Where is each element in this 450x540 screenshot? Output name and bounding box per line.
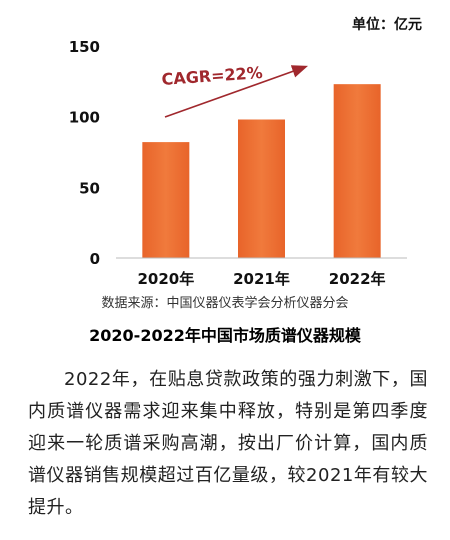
x-tick-label: 2022年 bbox=[329, 270, 386, 288]
chart-area: 单位：亿元 0 50 100 150 2020年 2021年 2022年 CAGR=22% bbox=[69, 17, 422, 288]
y-tick-label: 50 bbox=[79, 179, 100, 197]
cagr-annotation: CAGR=22% bbox=[161, 63, 263, 89]
bar-chart: 0 50 100 150 2020年 2021年 2022年 CAGR=22% bbox=[69, 38, 407, 288]
chart-caption: 2020-2022年中国市场质谱仪器规模 bbox=[89, 326, 361, 345]
bar bbox=[333, 84, 381, 258]
y-tick-label: 150 bbox=[69, 38, 100, 56]
cagr-arrow bbox=[164, 65, 309, 118]
x-tick-label: 2021年 bbox=[233, 270, 290, 288]
data-source: 数据来源：中国仪器仪表学会分析仪器分会 bbox=[101, 296, 349, 311]
body-paragraph: 2022年，在贴息贷款政策的强力刺激下，国内质谱仪器需求迎来集中释放，特别是第四… bbox=[28, 369, 428, 518]
x-tick-label: 2020年 bbox=[137, 270, 194, 288]
bar bbox=[142, 142, 190, 258]
y-tick-label: 0 bbox=[90, 250, 100, 268]
y-tick-label: 100 bbox=[69, 109, 100, 127]
unit-label: 单位：亿元 bbox=[352, 17, 422, 33]
bar bbox=[238, 119, 285, 258]
